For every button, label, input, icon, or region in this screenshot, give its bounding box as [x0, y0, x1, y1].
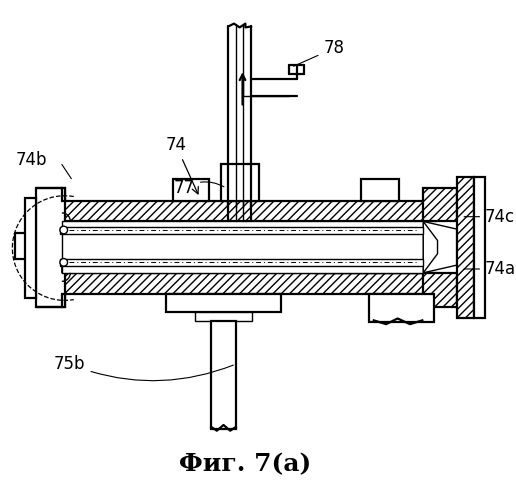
Polygon shape [60, 259, 423, 266]
Polygon shape [62, 249, 190, 273]
Text: 78: 78 [294, 39, 344, 66]
Text: 74b: 74b [16, 151, 47, 169]
Text: Фиг. 7(a): Фиг. 7(a) [179, 452, 312, 476]
Polygon shape [62, 273, 436, 294]
Polygon shape [314, 222, 423, 241]
Polygon shape [62, 188, 64, 201]
Polygon shape [173, 179, 209, 201]
Polygon shape [62, 201, 436, 222]
Polygon shape [361, 179, 399, 201]
Polygon shape [62, 294, 64, 307]
Polygon shape [25, 198, 36, 297]
Polygon shape [60, 227, 423, 234]
Circle shape [60, 226, 68, 234]
Polygon shape [221, 164, 259, 201]
Polygon shape [314, 254, 423, 273]
Polygon shape [211, 321, 236, 429]
Polygon shape [474, 177, 485, 318]
Polygon shape [423, 222, 457, 273]
Text: 74c: 74c [464, 208, 515, 226]
Polygon shape [423, 222, 438, 273]
Text: 77: 77 [174, 179, 224, 197]
Polygon shape [167, 294, 281, 312]
Polygon shape [457, 177, 474, 318]
Polygon shape [369, 294, 434, 322]
Polygon shape [423, 188, 457, 222]
Text: 74: 74 [166, 136, 198, 194]
Polygon shape [36, 188, 64, 307]
Polygon shape [62, 222, 423, 273]
Circle shape [60, 258, 68, 266]
Text: 74a: 74a [464, 260, 516, 278]
Text: 75b: 75b [54, 355, 233, 381]
Polygon shape [195, 312, 252, 321]
Polygon shape [423, 273, 457, 307]
